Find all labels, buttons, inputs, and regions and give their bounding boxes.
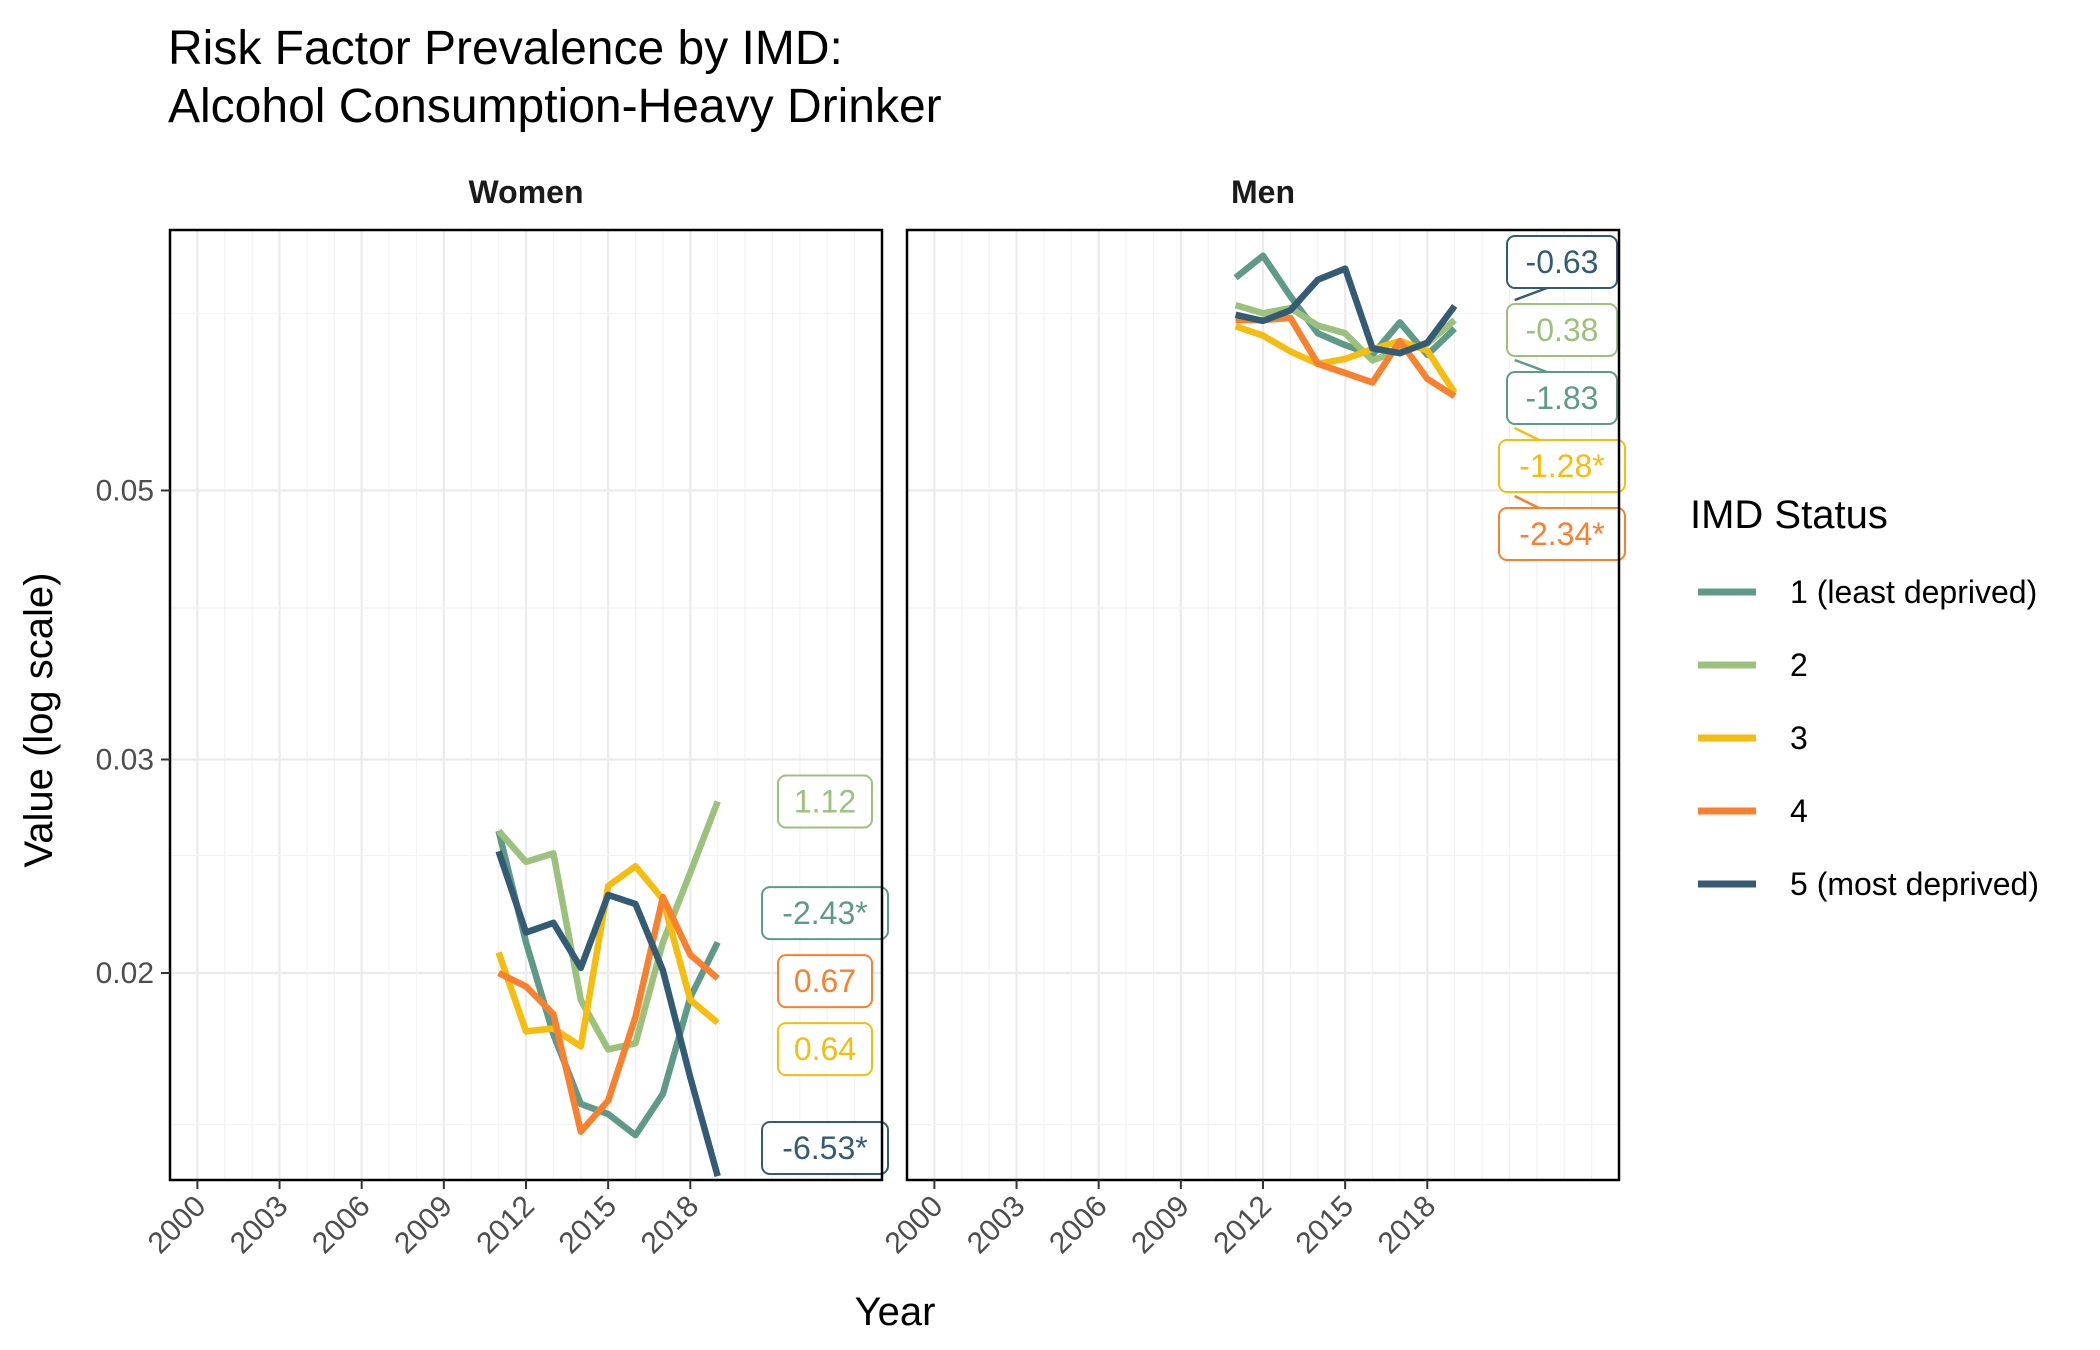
facet-label-men: Men	[1231, 174, 1295, 210]
series-line-5	[495, 850, 721, 1177]
trend-label: -2.34*	[1519, 516, 1604, 552]
x-tick-label: 2012	[470, 1190, 541, 1261]
trend-label-group: -0.63	[1506, 235, 1618, 302]
trend-label-group: 0.67	[777, 954, 873, 1009]
trend-label-box	[777, 1022, 873, 1077]
trend-label-group: -6.53*	[761, 1121, 889, 1175]
x-tick-label: 2018	[1372, 1190, 1443, 1261]
trend-label-group: -1.83	[1506, 358, 1618, 425]
trend-label: -2.43*	[782, 895, 867, 931]
trend-label-group: 1.12	[777, 774, 873, 829]
x-tick-label: 2006	[306, 1190, 377, 1261]
legend-label: 2	[1790, 647, 1808, 683]
trend-label-box	[761, 886, 889, 941]
legend-entry-5: 5 (most deprived)	[1698, 866, 2039, 902]
x-tick-label: 2009	[1125, 1190, 1196, 1261]
x-tick-label: 2000	[879, 1190, 950, 1261]
trend-label-group: -2.43*	[761, 886, 889, 941]
trend-label-box	[777, 774, 873, 829]
trend-label-box	[1506, 235, 1618, 289]
series-line-2	[496, 800, 721, 1053]
series-line-3	[495, 862, 720, 1050]
legend-label: 1 (least deprived)	[1790, 574, 2037, 610]
trend-label-connector	[1514, 286, 1548, 302]
legend-entry-3: 3	[1698, 720, 1808, 756]
trend-label-connector	[1514, 494, 1540, 510]
x-tick-label: 2015	[1290, 1190, 1361, 1261]
legend-title: IMD Status	[1690, 493, 1888, 537]
facet-label-women: Women	[469, 174, 584, 210]
legend-label: 5 (most deprived)	[1790, 866, 2039, 902]
trend-label: 0.67	[794, 963, 856, 999]
legend-entry-1: 1 (least deprived)	[1698, 574, 2037, 610]
x-tick-label: 2003	[961, 1190, 1032, 1261]
trend-label: -1.28*	[1519, 448, 1604, 484]
trend-label: -1.83	[1526, 380, 1599, 416]
trend-label-box	[1506, 371, 1618, 425]
trend-label: -0.38	[1526, 312, 1599, 348]
x-tick-label: 2018	[635, 1190, 706, 1261]
series-line-4	[497, 893, 720, 1135]
trend-label-box	[761, 1121, 889, 1175]
y-tick-label: 0.05	[96, 475, 154, 508]
trend-label-connector	[1514, 426, 1540, 442]
x-axis-title: Year	[855, 1290, 936, 1334]
trend-label-group: 0.64	[777, 1022, 873, 1077]
trend-label-group: -1.28*	[1498, 426, 1626, 493]
x-tick-label: 2003	[224, 1190, 295, 1261]
y-tick-label: 0.03	[96, 744, 154, 777]
chart-title: Risk Factor Prevalence by IMD:	[168, 22, 843, 75]
legend-label: 3	[1790, 720, 1808, 756]
x-tick-label: 2000	[142, 1190, 213, 1261]
trend-label-group: -0.38	[1506, 303, 1618, 357]
trend-label: 1.12	[794, 784, 856, 820]
trend-label: 0.64	[794, 1031, 856, 1067]
trend-label-group: -2.34*	[1498, 494, 1626, 561]
x-tick-label: 2006	[1043, 1190, 1114, 1261]
x-tick-label: 2012	[1207, 1190, 1278, 1261]
x-tick-label: 2009	[388, 1190, 459, 1261]
chart-subtitle: Alcohol Consumption-Heavy Drinker	[168, 80, 942, 133]
trend-label: -0.63	[1526, 244, 1599, 280]
legend-entry-2: 2	[1698, 647, 1808, 683]
legend-entry-4: 4	[1698, 793, 1808, 829]
trend-label-box	[777, 954, 873, 1009]
legend-label: 4	[1790, 793, 1808, 829]
x-tick-label: 2015	[553, 1190, 624, 1261]
trend-label-connector	[1514, 358, 1548, 374]
trend-label-box	[1498, 439, 1626, 493]
series-line-5	[1234, 265, 1458, 357]
legend: IMD Status 1 (least deprived) 2 3 4 5 (most …	[1690, 493, 2039, 902]
y-axis-title: Value (log scale)	[17, 573, 61, 868]
trend-label-box	[1506, 303, 1618, 357]
panel-men: Men-0.63-0.38-1.83-1.28*-2.34*2000 2003 20…	[879, 174, 1626, 1261]
trend-label: -6.53*	[782, 1130, 867, 1166]
trend-label-box	[1498, 507, 1626, 561]
y-tick-label: 0.02	[96, 957, 154, 990]
